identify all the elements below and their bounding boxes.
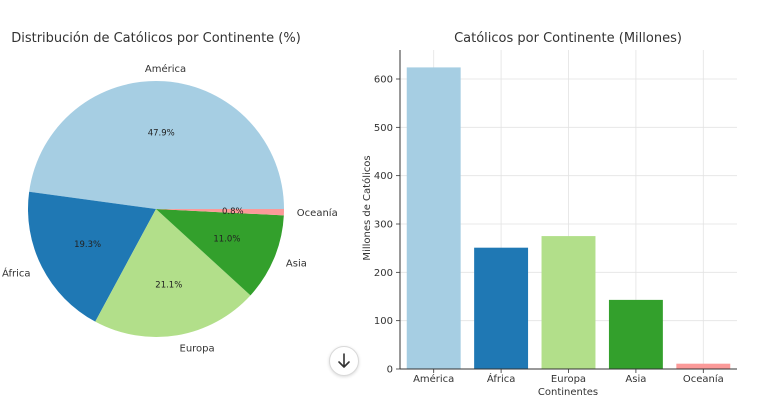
pie-percent-europa: 21.1%: [155, 281, 182, 291]
bar-europa: [541, 236, 596, 369]
pie-label-oceania: Oceanía: [297, 207, 338, 219]
pie-label-asia: Asia: [286, 259, 307, 270]
pie-label-africa: África: [2, 266, 31, 279]
pie-percent-oceania: 0.8%: [222, 207, 244, 217]
bar-chart: Católicos por Continente (Millones) 0 100…: [361, 31, 737, 398]
bar-x-tick-label-europa: Europa: [551, 374, 586, 385]
pie-slice-europa: [95, 209, 251, 338]
bar-y-tick-label: 200: [374, 268, 393, 279]
bar-y-tick-label: 600: [374, 75, 393, 86]
bar-x-tick-label-oceania: Oceanía: [683, 373, 724, 385]
pie-slice-america: [29, 80, 284, 210]
bar-x-tick-label-asia: Asia: [625, 374, 646, 385]
pie-slice-oceania: [156, 209, 284, 216]
bar-y-tick-label: 300: [374, 220, 393, 231]
bar-x-axis-label: Continentes: [538, 387, 598, 398]
bar-x-tick-label-america: América: [413, 373, 454, 385]
bar-chart-title: Católicos por Continente (Millones): [454, 31, 682, 46]
bar-y-tick-label: 500: [374, 123, 393, 134]
bar-y-tick-label: 0: [387, 365, 393, 376]
scroll-down-button[interactable]: [329, 346, 359, 376]
pie-slice-africa: [27, 191, 156, 322]
bar-asia: [608, 299, 663, 369]
pie-label-america: América: [145, 63, 186, 75]
pie-percent-america: 47.9%: [148, 128, 175, 138]
pie-chart-title: Distribución de Católicos por Continente…: [11, 31, 301, 46]
pie-slice-asia: [156, 209, 284, 296]
pie-chart: Distribución de Católicos por Continente…: [2, 31, 338, 354]
pie-percent-africa: 19.3%: [74, 240, 101, 250]
bar-x-tick-label-africa: África: [487, 372, 516, 385]
bar-y-tick-label: 400: [374, 171, 393, 182]
bar-y-axis-label: Millones de Católicos: [361, 155, 373, 260]
bar-y-tick-label: 100: [374, 316, 393, 327]
pie-percent-asia: 11.0%: [213, 235, 240, 245]
pie-label-europa: Europa: [180, 343, 215, 354]
bar-africa: [474, 247, 529, 369]
bar-oceania: [676, 363, 731, 369]
arrow-down-icon: [338, 353, 350, 368]
bar-america: [406, 67, 461, 370]
